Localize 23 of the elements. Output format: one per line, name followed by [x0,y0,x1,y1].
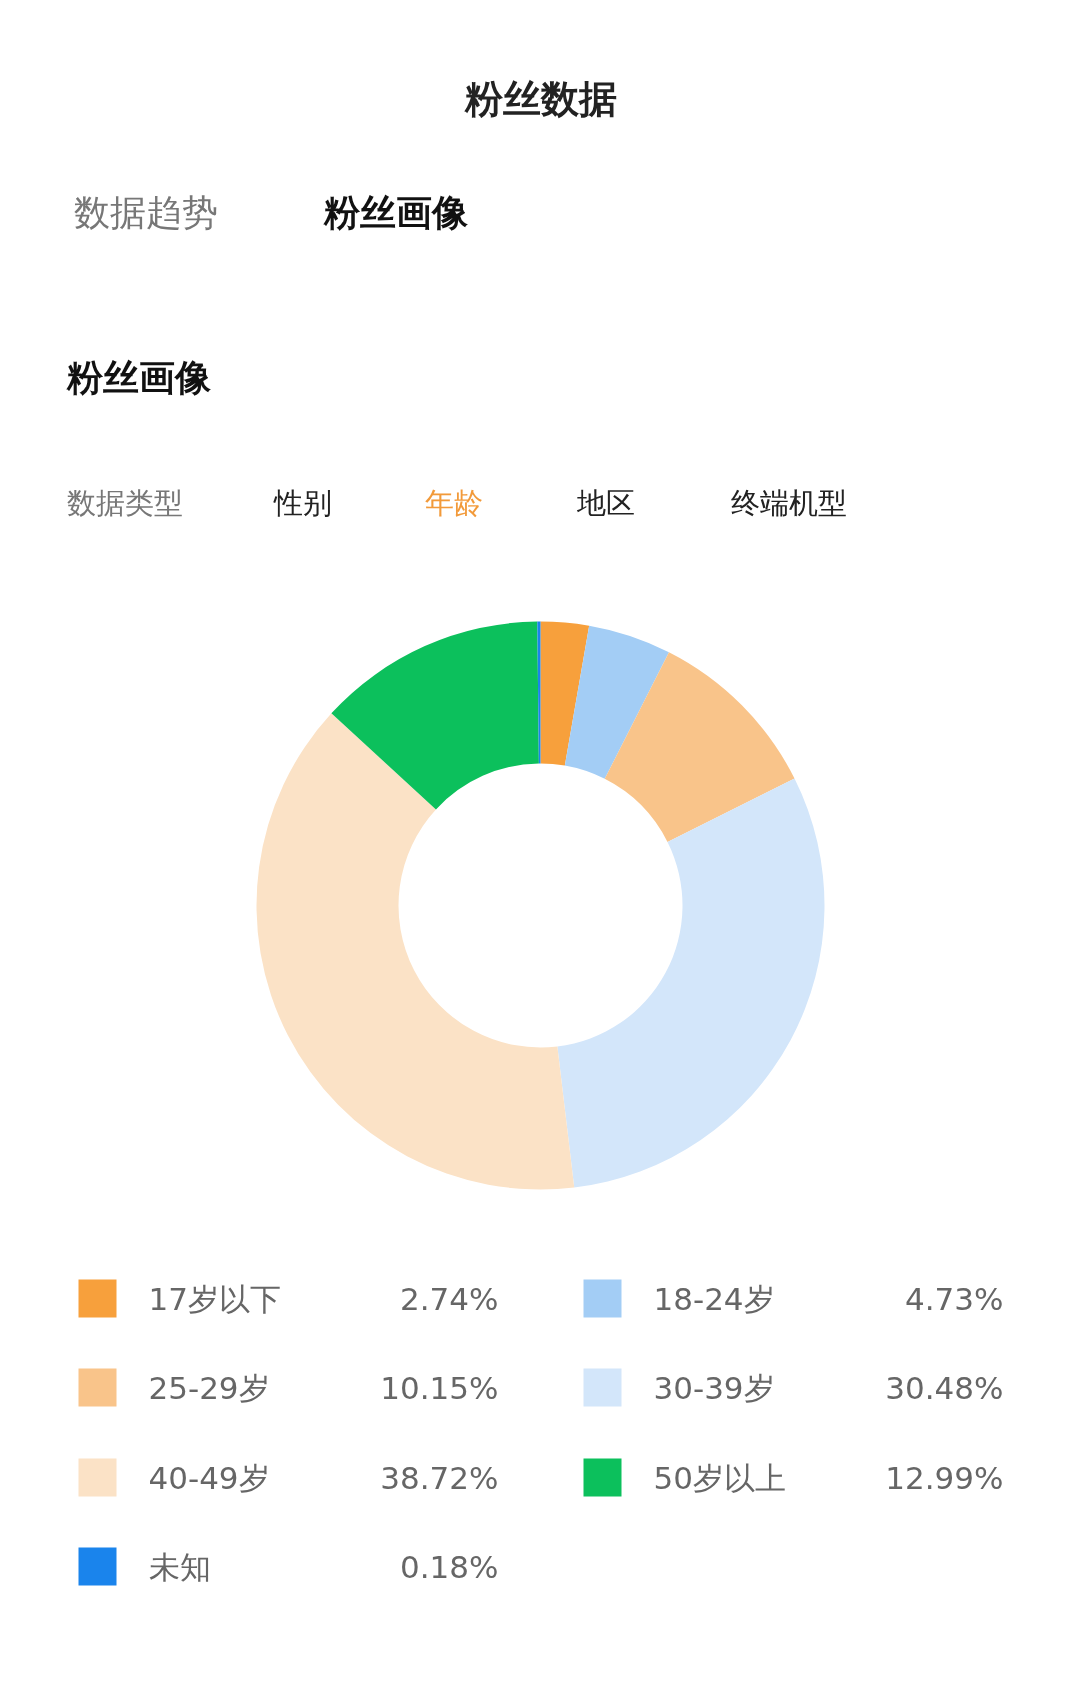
legend-label: 40-49岁 [148,1459,270,1496]
data-label: 10.15% [380,1369,499,1406]
text: 地区 [575,485,635,520]
text: 粉丝画像 [322,192,468,233]
data-label: 38.72% [380,1459,499,1496]
data-label: 4.73% [905,1280,1004,1317]
text: 数据类型 [66,485,183,520]
data-label: 30.48% [885,1369,1004,1406]
text: 数据趋势 [73,192,218,233]
legend-label: 18-24岁 [653,1280,775,1317]
data-label: 2.74% [400,1280,499,1317]
legend-label: 50岁以上 [653,1459,786,1496]
legend-label: 未知 [148,1548,211,1585]
text: 性别 [272,485,332,520]
data-label: 12.99% [885,1459,1004,1496]
legend-label: 30-39岁 [653,1369,775,1406]
text: 终端机型 [730,485,847,520]
data-label: 0.18% [400,1548,499,1585]
chart-title: 粉丝数据 [463,76,617,121]
text: 粉丝画像 [65,357,211,398]
legend-label: 17岁以下 [148,1280,281,1317]
text: 年龄 [424,485,483,520]
legend-label: 25-29岁 [148,1369,270,1406]
